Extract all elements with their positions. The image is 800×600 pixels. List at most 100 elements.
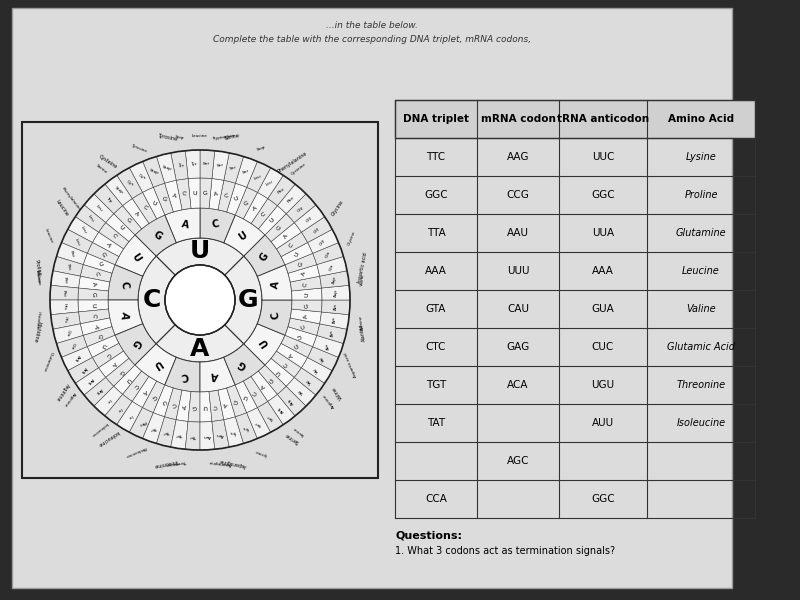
- Polygon shape: [75, 368, 106, 395]
- Text: A: A: [210, 370, 220, 381]
- Text: Arginine: Arginine: [322, 393, 336, 409]
- Polygon shape: [313, 242, 343, 265]
- Text: GGC: GGC: [591, 494, 615, 504]
- Text: G: G: [268, 376, 275, 383]
- Text: TAT: TAT: [427, 418, 445, 428]
- Polygon shape: [53, 256, 83, 276]
- Polygon shape: [122, 199, 149, 229]
- FancyBboxPatch shape: [395, 100, 755, 138]
- Text: Gln: Gln: [69, 341, 75, 350]
- Text: C: C: [289, 242, 295, 248]
- Text: Aspartic acid: Aspartic acid: [344, 351, 358, 377]
- Polygon shape: [226, 385, 246, 417]
- Polygon shape: [142, 381, 165, 413]
- Polygon shape: [170, 419, 188, 449]
- Polygon shape: [170, 151, 188, 181]
- Text: Stop: Stop: [162, 165, 172, 171]
- Polygon shape: [57, 335, 87, 358]
- Polygon shape: [114, 365, 142, 394]
- Text: Thr: Thr: [190, 434, 197, 438]
- Polygon shape: [320, 271, 350, 288]
- Polygon shape: [157, 417, 176, 447]
- Text: A: A: [91, 282, 97, 287]
- Polygon shape: [307, 347, 338, 371]
- Text: Ile: Ile: [106, 398, 112, 404]
- Text: G: G: [151, 394, 158, 400]
- Text: Tyr: Tyr: [177, 163, 183, 168]
- Text: TGT: TGT: [426, 380, 446, 390]
- Text: A: A: [110, 361, 118, 367]
- Text: C: C: [133, 383, 139, 389]
- Polygon shape: [288, 318, 320, 335]
- Text: C: C: [119, 280, 130, 290]
- Text: Ser: Ser: [254, 419, 262, 427]
- Polygon shape: [246, 407, 270, 439]
- Text: Phenylalanine: Phenylalanine: [60, 187, 82, 212]
- Text: Leu: Leu: [80, 226, 87, 235]
- Polygon shape: [62, 347, 93, 371]
- Polygon shape: [200, 357, 235, 392]
- Text: AAG: AAG: [506, 152, 530, 162]
- Text: A: A: [303, 313, 309, 318]
- Text: A: A: [289, 352, 295, 358]
- Text: U: U: [161, 398, 167, 404]
- Text: Alanine: Alanine: [359, 315, 366, 331]
- Text: G: G: [294, 343, 300, 349]
- Text: Arg: Arg: [287, 397, 295, 405]
- Polygon shape: [122, 371, 149, 401]
- Polygon shape: [75, 205, 106, 232]
- Text: Isoleucine: Isoleucine: [90, 421, 108, 437]
- Text: U: U: [90, 303, 96, 308]
- Text: Isoleucine: Isoleucine: [96, 429, 119, 447]
- Text: C: C: [213, 403, 218, 409]
- Text: C: C: [261, 211, 267, 217]
- Text: Arg: Arg: [277, 406, 286, 413]
- Text: Cysteine: Cysteine: [290, 162, 307, 176]
- Text: G: G: [233, 398, 239, 404]
- Text: A: A: [119, 310, 130, 320]
- Text: Arginine: Arginine: [54, 382, 70, 402]
- Text: TTC: TTC: [426, 152, 446, 162]
- Text: G: G: [90, 292, 96, 298]
- Text: Cys: Cys: [126, 179, 134, 187]
- Text: Phe: Phe: [287, 195, 296, 203]
- Text: Glycine: Glycine: [347, 230, 357, 247]
- Text: Val: Val: [297, 388, 305, 395]
- Polygon shape: [93, 343, 123, 368]
- Text: U: U: [269, 217, 275, 224]
- Text: Phe: Phe: [277, 187, 286, 195]
- Polygon shape: [212, 419, 230, 449]
- Text: C: C: [94, 271, 99, 277]
- Text: Asp: Asp: [334, 289, 338, 298]
- Text: Valine: Valine: [360, 274, 366, 286]
- Text: U: U: [100, 343, 106, 349]
- Text: Gly: Gly: [306, 215, 313, 223]
- Text: A: A: [142, 389, 148, 395]
- Polygon shape: [132, 193, 157, 224]
- Text: Arg: Arg: [74, 354, 81, 362]
- Text: Histidine: Histidine: [33, 321, 42, 343]
- Text: Leu: Leu: [254, 173, 262, 181]
- Polygon shape: [302, 217, 332, 242]
- Text: G: G: [258, 251, 270, 263]
- Text: U: U: [258, 337, 270, 349]
- Polygon shape: [50, 285, 78, 300]
- Text: Threonine: Threonine: [155, 458, 180, 467]
- Text: Trp: Trp: [105, 196, 113, 203]
- Text: U: U: [125, 376, 131, 383]
- Text: Pro: Pro: [66, 263, 71, 271]
- Text: Arg: Arg: [95, 387, 103, 395]
- Polygon shape: [94, 386, 122, 416]
- Polygon shape: [78, 309, 110, 324]
- Polygon shape: [156, 238, 244, 275]
- Text: Alanine: Alanine: [358, 323, 367, 342]
- Text: U: U: [192, 191, 197, 196]
- Text: Ser: Ser: [229, 165, 237, 171]
- Text: CTC: CTC: [426, 342, 446, 352]
- Text: C: C: [252, 389, 258, 395]
- Polygon shape: [80, 318, 112, 335]
- Text: G: G: [125, 217, 132, 224]
- Text: Val: Val: [320, 355, 326, 362]
- Text: Proline: Proline: [684, 190, 718, 200]
- Polygon shape: [98, 351, 129, 377]
